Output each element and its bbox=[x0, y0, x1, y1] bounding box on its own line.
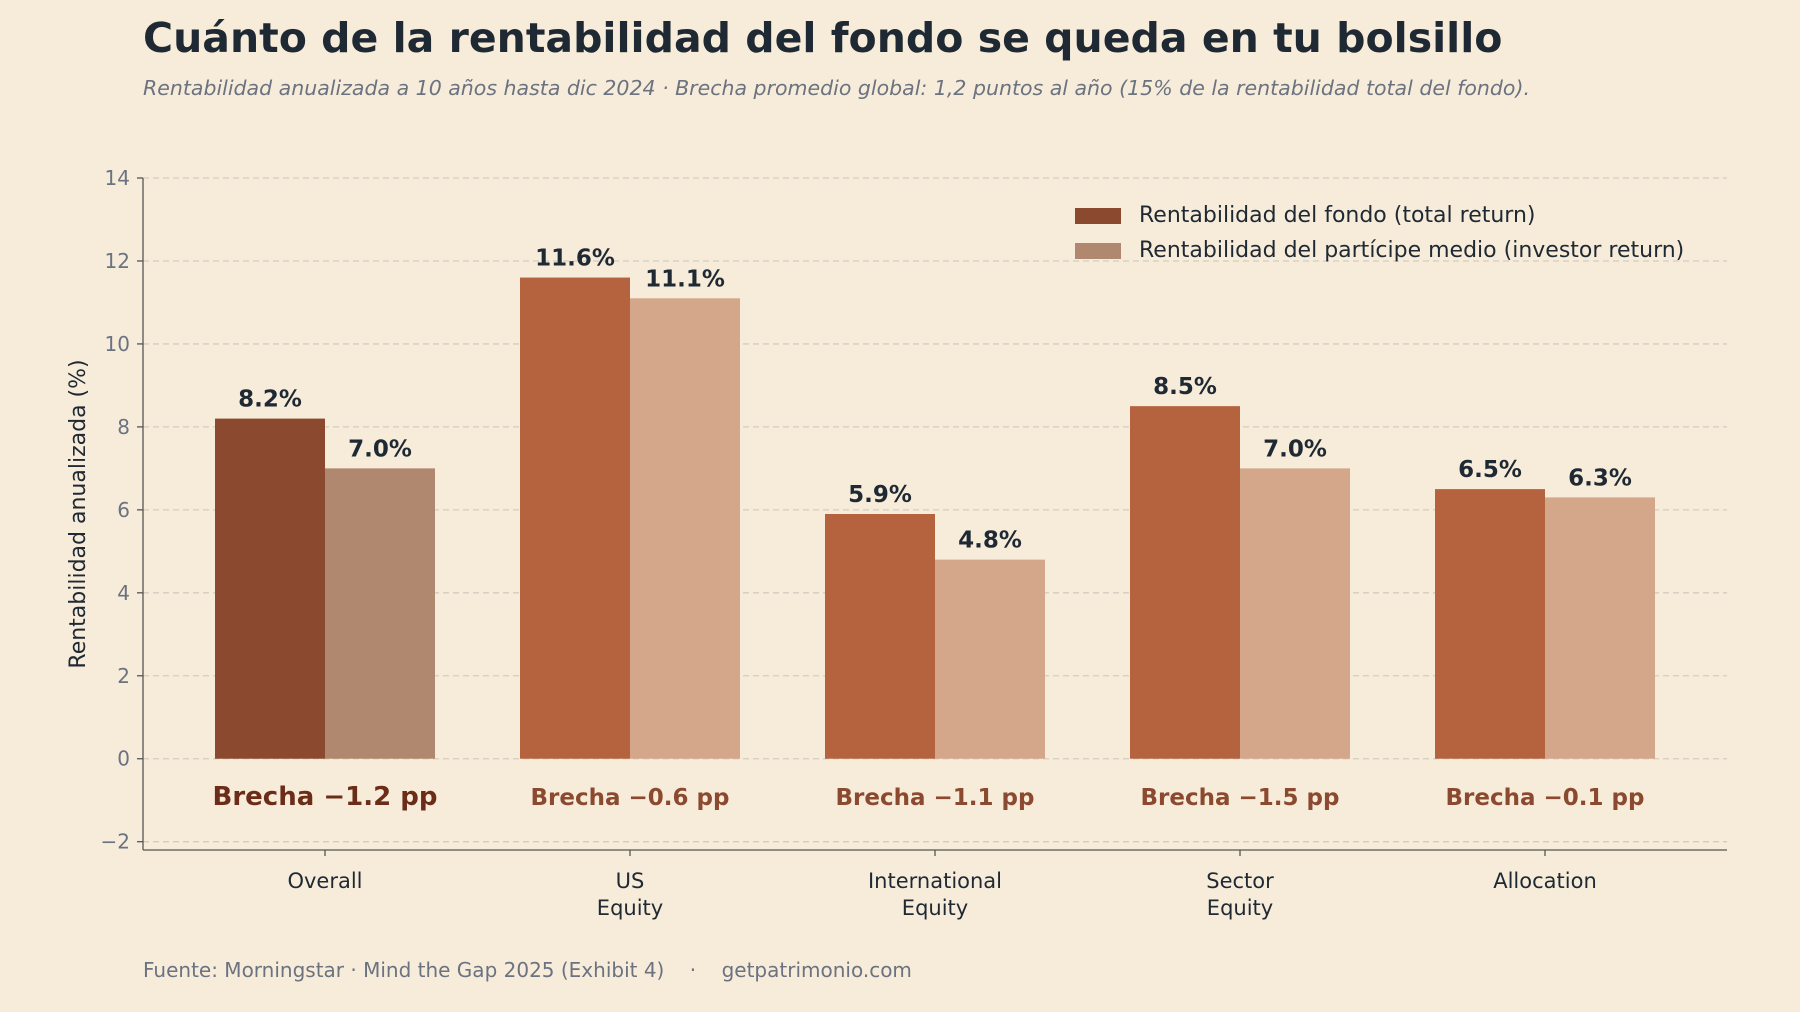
legend-item-investor: Rentabilidad del partícipe medio (invest… bbox=[1075, 233, 1684, 268]
legend-item-fund: Rentabilidad del fondo (total return) bbox=[1075, 198, 1684, 233]
footer-site: getpatrimonio.com bbox=[721, 958, 912, 982]
legend-label-investor: Rentabilidad del partícipe medio (invest… bbox=[1139, 238, 1685, 263]
footer-source: Fuente: Morningstar · Mind the Gap 2025 … bbox=[143, 958, 665, 982]
footer-separator: · bbox=[689, 958, 697, 982]
bar-investor bbox=[325, 468, 435, 759]
gap-label: Brecha −1.1 pp bbox=[836, 785, 1035, 811]
bar-label-fund: 6.5% bbox=[1458, 457, 1522, 483]
legend-label-fund: Rentabilidad del fondo (total return) bbox=[1139, 203, 1536, 228]
y-tick-label: 12 bbox=[105, 249, 130, 273]
x-tick-label: Sector Equity bbox=[1206, 869, 1274, 920]
bar-fund bbox=[520, 277, 630, 759]
x-tick-label: US Equity bbox=[597, 869, 663, 920]
bar-label-investor: 6.3% bbox=[1568, 465, 1632, 491]
y-tick-label: 4 bbox=[117, 581, 130, 605]
y-tick-label: 0 bbox=[117, 747, 130, 771]
bar-fund bbox=[1130, 406, 1240, 759]
bar-label-investor: 11.1% bbox=[645, 266, 725, 292]
bar-label-fund: 11.6% bbox=[535, 246, 615, 272]
chart-subtitle: Rentabilidad anualizada a 10 años hasta … bbox=[143, 76, 1530, 100]
y-tick-label: −2 bbox=[101, 830, 130, 854]
chart-footer: Fuente: Morningstar · Mind the Gap 2025 … bbox=[143, 958, 912, 982]
bar-investor bbox=[1545, 497, 1655, 759]
bar-label-investor: 7.0% bbox=[348, 436, 412, 462]
x-tick-label: International Equity bbox=[868, 869, 1002, 920]
y-tick-label: 14 bbox=[105, 166, 130, 190]
chart-legend: Rentabilidad del fondo (total return) Re… bbox=[1075, 198, 1684, 268]
bar-investor bbox=[1240, 468, 1350, 759]
bar-label-fund: 5.9% bbox=[848, 482, 912, 508]
x-tick-label: Allocation bbox=[1493, 869, 1597, 893]
bar-investor bbox=[630, 298, 740, 759]
chart-title: Cuánto de la rentabilidad del fondo se q… bbox=[143, 14, 1503, 62]
legend-swatch-investor bbox=[1075, 242, 1121, 259]
gap-label: Brecha −1.5 pp bbox=[1141, 785, 1340, 811]
bar-fund bbox=[825, 514, 935, 759]
bar-label-investor: 7.0% bbox=[1263, 436, 1327, 462]
y-tick-label: 6 bbox=[117, 498, 130, 522]
bar-fund bbox=[215, 418, 325, 759]
gap-label: Brecha −1.2 pp bbox=[213, 782, 438, 812]
gap-label: Brecha −0.6 pp bbox=[531, 785, 730, 811]
y-tick-label: 2 bbox=[117, 664, 130, 688]
bar-label-investor: 4.8% bbox=[958, 528, 1022, 554]
gap-label: Brecha −0.1 pp bbox=[1446, 785, 1645, 811]
bar-fund bbox=[1435, 489, 1545, 759]
legend-swatch-fund bbox=[1075, 207, 1121, 224]
bar-label-fund: 8.2% bbox=[238, 387, 302, 413]
x-tick-label: Overall bbox=[287, 869, 362, 893]
y-tick-label: 8 bbox=[117, 415, 130, 439]
bar-investor bbox=[935, 559, 1045, 759]
y-tick-label: 10 bbox=[105, 332, 130, 356]
bar-label-fund: 8.5% bbox=[1153, 374, 1217, 400]
y-axis-label: Rentabilidad anualizada (%) bbox=[66, 359, 91, 668]
